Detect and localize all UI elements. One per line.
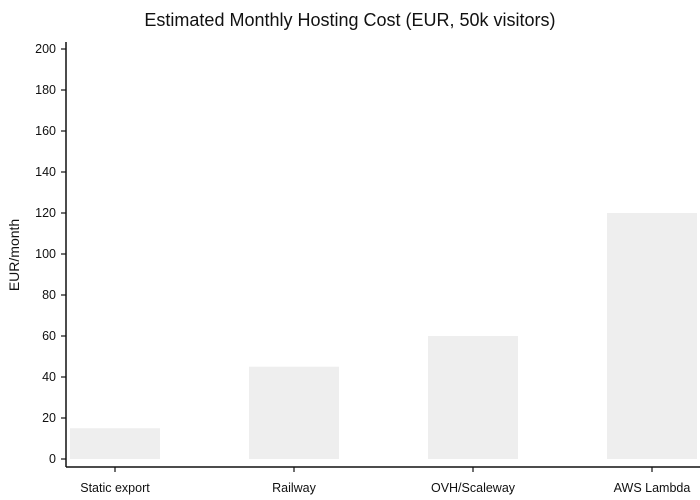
y-tick-label: 100 xyxy=(35,247,56,261)
y-tick-label: 60 xyxy=(42,329,56,343)
y-tick-label: 40 xyxy=(42,370,56,384)
x-tick-label: OVH/Scaleway xyxy=(431,481,516,495)
y-axis-ticks: 0 20 40 60 80 100 120 140 160 180 200 xyxy=(35,42,66,466)
y-tick-label: 180 xyxy=(35,83,56,97)
y-tick-label: 120 xyxy=(35,206,56,220)
y-tick-label: 160 xyxy=(35,124,56,138)
x-axis-ticks: Static export Railway OVH/Scaleway AWS Lamb… xyxy=(80,467,690,495)
bar xyxy=(70,428,160,459)
y-tick-label: 140 xyxy=(35,165,56,179)
y-tick-label: 20 xyxy=(42,411,56,425)
bar xyxy=(428,336,518,459)
y-tick-label: 200 xyxy=(35,42,56,56)
x-tick-label: Railway xyxy=(272,481,317,495)
y-tick-label: 0 xyxy=(49,452,56,466)
x-tick-label: Static export xyxy=(80,481,150,495)
bar-group xyxy=(70,213,697,459)
bar xyxy=(249,366,339,459)
y-axis-label: EUR/month xyxy=(6,219,22,291)
chart-title: Estimated Monthly Hosting Cost (EUR, 50k… xyxy=(144,10,555,30)
x-tick-label: AWS Lambda xyxy=(614,481,691,495)
bar xyxy=(607,213,697,459)
y-tick-label: 80 xyxy=(42,288,56,302)
